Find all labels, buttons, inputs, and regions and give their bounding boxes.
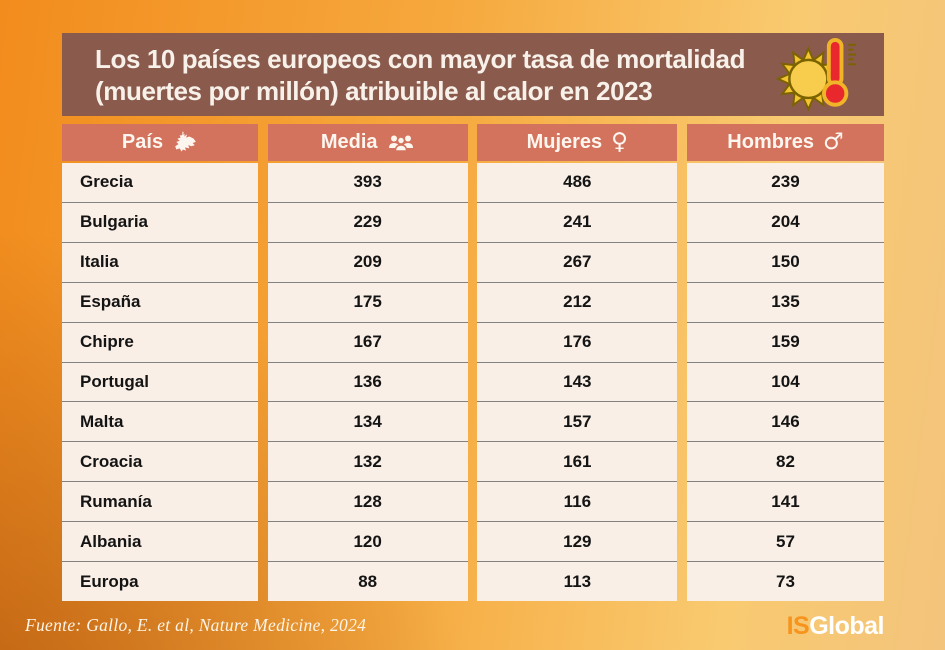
column-header-hombres: Hombres ♂ — [686, 124, 884, 161]
female-sign-icon: ♀ — [611, 129, 629, 155]
column-header-media: Media — [267, 124, 468, 161]
row-media: 128 — [267, 482, 468, 523]
row-hombres: 82 — [686, 442, 884, 483]
row-hombres: 239 — [686, 163, 884, 203]
row-media: 229 — [267, 203, 468, 243]
isglobal-logo-is: IS — [786, 612, 810, 640]
male-sign-icon: ♂ — [823, 129, 844, 155]
page-title: Los 10 países europeos con mayor tasa de… — [62, 43, 766, 107]
column-pais: Grecia Bulgaria Italia España Chipre Por… — [62, 163, 258, 601]
row-media: 167 — [267, 323, 468, 363]
row-country: Croacia — [62, 442, 258, 483]
column-header-hombres-label: Hombres — [727, 131, 814, 153]
row-mujeres: 267 — [477, 243, 678, 283]
row-mujeres: 176 — [477, 323, 678, 363]
row-hombres: 57 — [686, 522, 884, 563]
column-header-mujeres-label: Mujeres — [526, 131, 603, 153]
isglobal-logo: ISGlobal — [786, 612, 885, 641]
row-country: Chipre — [62, 323, 258, 363]
row-hombres: 159 — [686, 323, 884, 363]
row-media: 136 — [267, 363, 468, 403]
column-hombres: 239 204 150 135 159 104 146 82 141 57 73 — [686, 163, 884, 601]
row-media: 393 — [267, 163, 468, 203]
row-hombres: 146 — [686, 402, 884, 443]
row-media: 134 — [267, 402, 468, 443]
row-country: Albania — [62, 522, 258, 563]
table-header-row: País Media — [62, 124, 884, 161]
data-table: País Media — [62, 124, 884, 601]
row-country: Portugal — [62, 363, 258, 403]
row-country: Italia — [62, 243, 258, 283]
row-country: España — [62, 283, 258, 323]
table-body: Grecia Bulgaria Italia España Chipre Por… — [62, 163, 884, 601]
row-country: Bulgaria — [62, 203, 258, 243]
row-mujeres: 241 — [477, 203, 678, 243]
row-mujeres: 143 — [477, 363, 678, 403]
column-header-mujeres: Mujeres ♀ — [477, 124, 678, 161]
column-header-pais-label: País — [121, 131, 164, 153]
row-country: Rumanía — [62, 482, 258, 523]
row-media: 88 — [358, 571, 378, 591]
title-line-2: (muertes por millón) atribuible al calor… — [95, 75, 653, 106]
row-hombres: 150 — [686, 243, 884, 283]
row-hombres: 73 — [776, 571, 795, 591]
row-hombres: 104 — [686, 363, 884, 403]
title-line-1: Los 10 países europeos con mayor tasa de… — [95, 43, 746, 74]
row-mujeres: 157 — [477, 402, 678, 443]
row-mujeres: 129 — [477, 522, 678, 563]
row-country: Europa — [80, 571, 139, 591]
row-hombres: 141 — [686, 482, 884, 523]
europe-map-icon — [172, 130, 198, 156]
row-country: Malta — [62, 402, 258, 443]
row-mujeres: 161 — [477, 442, 678, 483]
row-mujeres: 116 — [477, 482, 678, 523]
title-banner: Los 10 países europeos con mayor tasa de… — [62, 33, 884, 116]
isglobal-logo-global: Global — [809, 612, 884, 640]
row-media: 120 — [267, 522, 468, 563]
row-hombres: 204 — [686, 203, 884, 243]
column-header-media-label: Media — [320, 131, 378, 153]
row-media: 175 — [267, 283, 468, 323]
row-country: Grecia — [62, 163, 258, 203]
column-media: 393 229 209 175 167 136 134 132 128 120 … — [267, 163, 468, 601]
people-group-icon — [387, 133, 415, 153]
row-mujeres: 486 — [477, 163, 678, 203]
source-citation: Fuente: Gallo, E. et al, Nature Medicine… — [25, 615, 367, 635]
row-mujeres: 212 — [477, 283, 678, 323]
sun-thermometer-icon — [766, 36, 878, 114]
column-mujeres: 486 241 267 212 176 143 157 161 116 129 … — [477, 163, 678, 601]
row-mujeres: 113 — [563, 571, 592, 591]
column-header-pais: País — [62, 124, 258, 161]
row-hombres: 135 — [686, 283, 884, 323]
row-media: 209 — [267, 243, 468, 283]
row-media: 132 — [267, 442, 468, 483]
